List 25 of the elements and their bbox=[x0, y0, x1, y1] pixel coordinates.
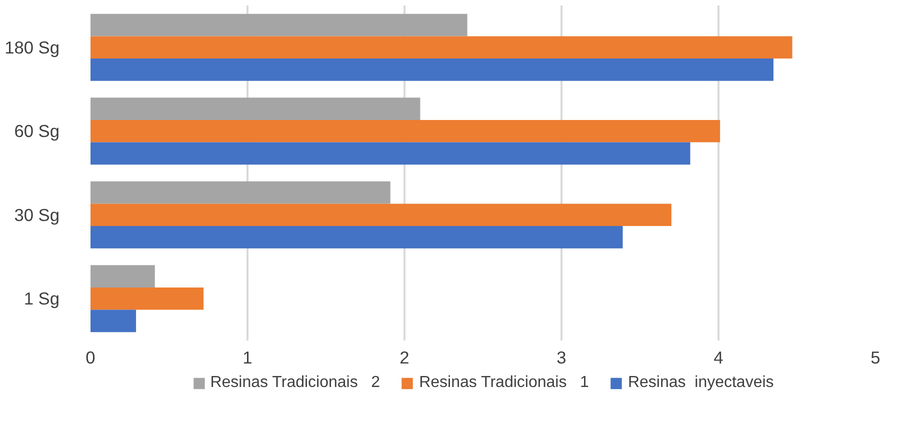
bar bbox=[90, 310, 136, 332]
bar bbox=[90, 142, 690, 165]
bar bbox=[90, 265, 155, 288]
y-tick-label: 60 Sg bbox=[14, 121, 60, 142]
bar bbox=[90, 181, 390, 204]
bar bbox=[90, 287, 204, 310]
y-tick-label: 1 Sg bbox=[24, 288, 60, 309]
x-tick-label: 5 bbox=[870, 348, 880, 368]
bar bbox=[90, 98, 420, 120]
y-tick-label: 180 Sg bbox=[4, 37, 60, 58]
bar bbox=[90, 204, 672, 226]
x-tick-label: 4 bbox=[714, 348, 724, 368]
y-tick-label: 30 Sg bbox=[14, 204, 60, 225]
legend-label: Resinas Tradicionais 2 bbox=[210, 374, 380, 392]
x-tick-label: 1 bbox=[242, 348, 252, 368]
x-tick-label: 2 bbox=[400, 348, 410, 368]
bar bbox=[90, 58, 774, 81]
bar bbox=[90, 120, 720, 142]
legend-label: Resinas inyectaveis bbox=[628, 374, 774, 392]
bar bbox=[90, 36, 792, 59]
legend-label: Resinas Tradicionais 1 bbox=[419, 374, 589, 392]
bar bbox=[90, 226, 623, 248]
bar bbox=[90, 14, 468, 36]
x-tick-label: 0 bbox=[86, 348, 96, 368]
x-tick-label: 3 bbox=[556, 348, 566, 368]
